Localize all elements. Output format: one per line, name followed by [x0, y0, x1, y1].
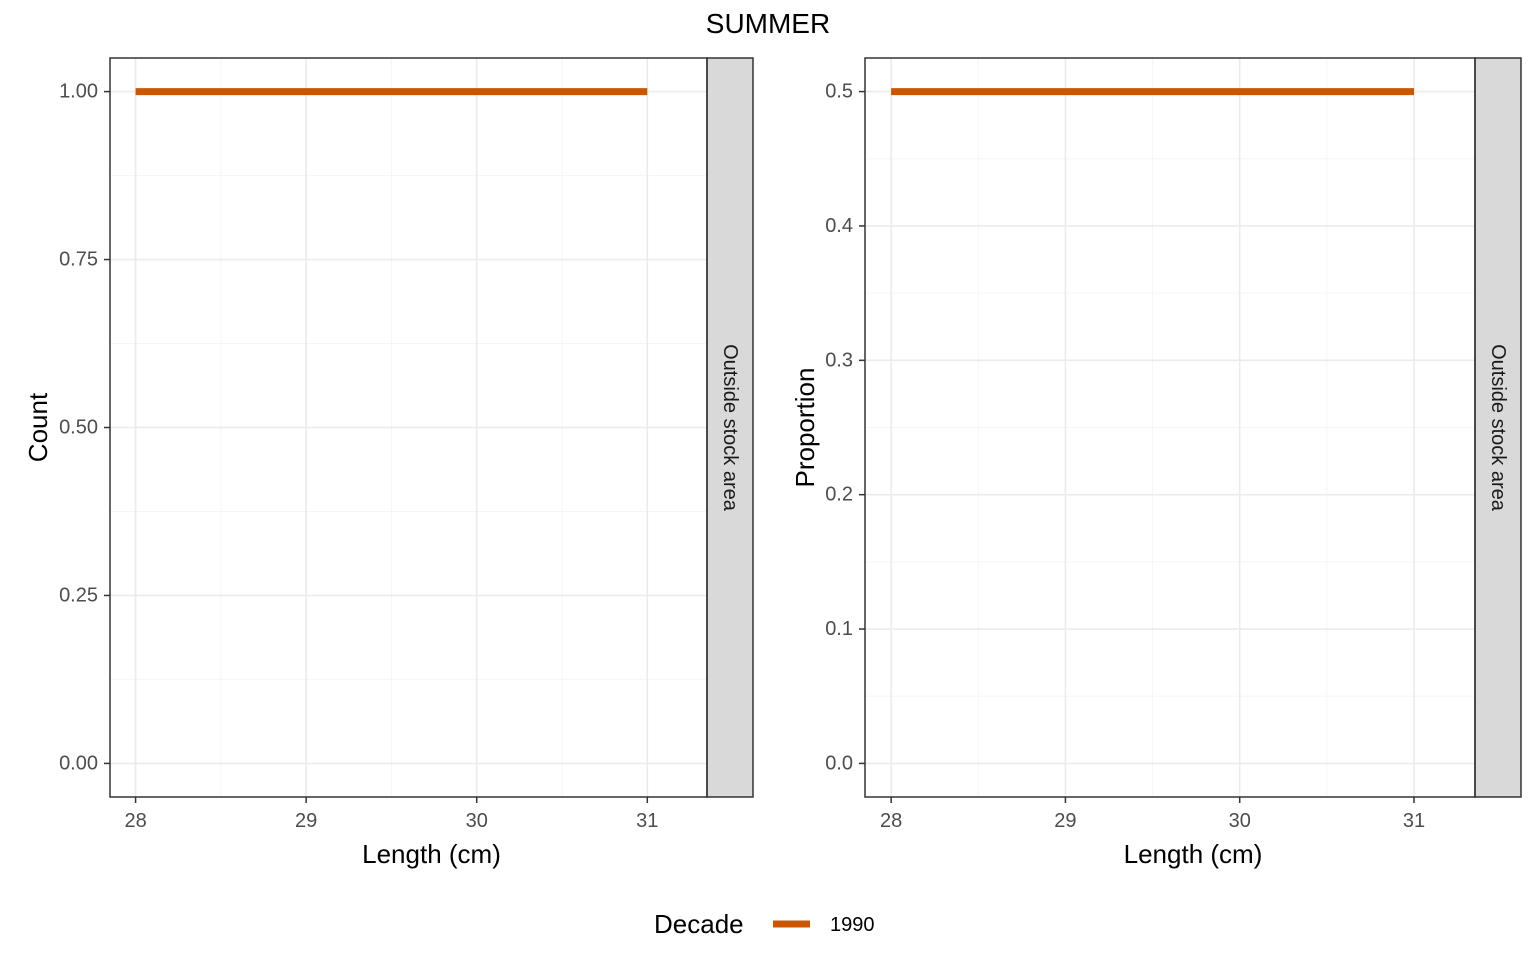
legend: Decade 1990 [654, 909, 875, 939]
y-tick-label: 0.0 [825, 752, 853, 774]
x-tick-label: 31 [636, 810, 658, 832]
y-tick-label: 0.50 [59, 417, 98, 439]
facet-strip-label: Outside stock area [1487, 344, 1509, 512]
y-tick-label: 1.00 [59, 81, 98, 103]
x-tick-label: 29 [295, 810, 317, 832]
y-axis-title: Count [23, 392, 53, 462]
x-tick-label: 29 [1054, 810, 1076, 832]
legend-label-1990: 1990 [830, 914, 875, 936]
y-tick-label: 0.5 [825, 81, 853, 103]
panel-count: Outside stock area 0.00 0.25 0.50 0.75 1.00 28… [23, 57, 754, 869]
y-tick-label: 0.25 [59, 584, 98, 606]
x-tick-label: 28 [880, 810, 902, 832]
facet-strip-label: Outside stock area [719, 344, 741, 512]
legend-title: Decade [654, 909, 744, 939]
y-tick-label: 0.4 [825, 215, 853, 237]
x-tick-label: 30 [466, 810, 488, 832]
y-tick-label: 0.1 [825, 618, 853, 640]
y-tick-label: 0.75 [59, 249, 98, 271]
x-tick-label: 28 [124, 810, 146, 832]
x-axis-title: Length (cm) [1124, 839, 1263, 869]
y-tick-label: 0.2 [825, 484, 853, 506]
y-tick-label: 0.3 [825, 349, 853, 371]
x-axis-title: Length (cm) [362, 839, 501, 869]
y-axis-title: Proportion [790, 368, 820, 488]
chart-title: SUMMER [706, 8, 830, 39]
panel-proportion: Outside stock area 0.0 0.1 0.2 0.3 0.4 0.5 28 29… [790, 57, 1522, 869]
y-tick-label: 0.00 [59, 752, 98, 774]
panel-border [864, 57, 1476, 798]
x-tick-label: 31 [1403, 810, 1425, 832]
facet-strip [1474, 57, 1522, 798]
x-tick-label: 30 [1229, 810, 1251, 832]
